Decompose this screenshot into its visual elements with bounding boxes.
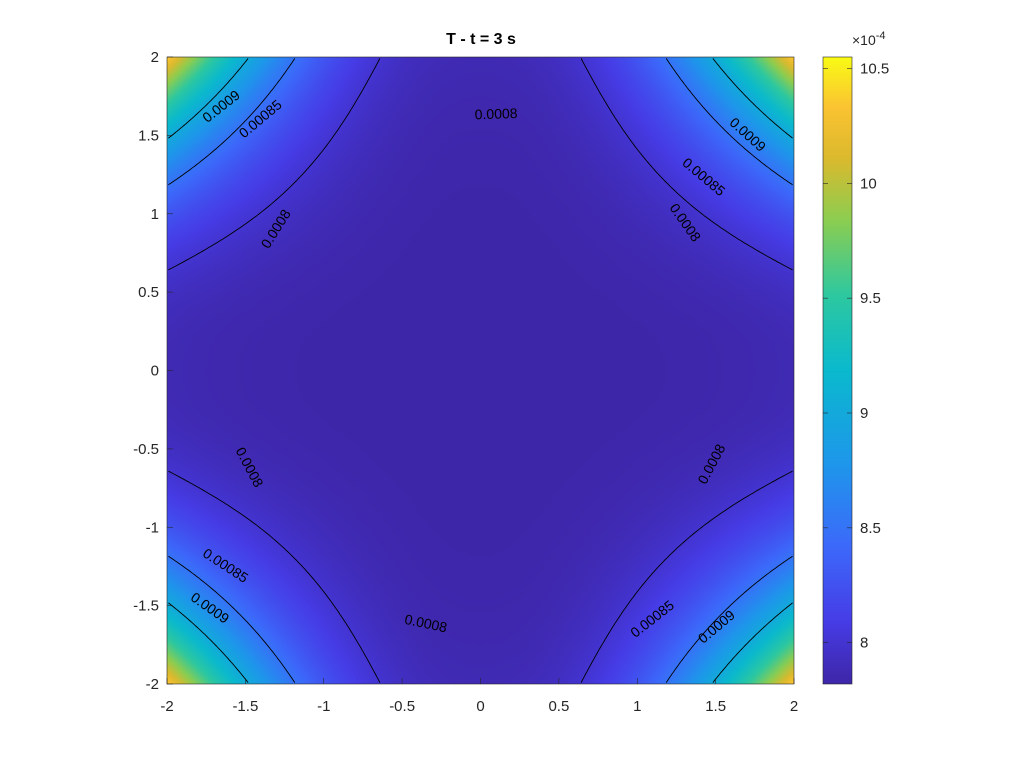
x-axis: -2 -1.5 -1 -0.5 0 0.5 1 1.5 2	[160, 678, 798, 715]
colorbar-tick-label: 10	[860, 175, 877, 192]
colorbar-tick-label: 8.5	[860, 520, 881, 537]
y-tick-label: 1	[151, 206, 159, 223]
y-axis: 2 1.5 1 0.5 0 -0.5 -1 -1.5 -2	[133, 49, 173, 693]
contour-line-0.0008	[168, 58, 793, 683]
colorbar-exponent-base: ×10	[852, 32, 876, 48]
x-tick-label: 0	[476, 698, 484, 715]
x-tick-label: -2	[160, 698, 173, 715]
colorbar-ticks: 8 8.5 9 9.5 10 10.5	[823, 60, 889, 652]
x-tick-label: 0.5	[548, 698, 569, 715]
x-tick-label: -1	[317, 698, 330, 715]
chart-title: T - t = 3 s	[446, 31, 516, 48]
x-tick-label: 2	[790, 698, 798, 715]
y-tick-label: 1.5	[138, 127, 159, 144]
contour-label: 0.0008	[474, 105, 518, 122]
heatmap-surface	[167, 57, 794, 684]
x-tick-label: 1.5	[705, 698, 726, 715]
y-tick-label: -1.5	[133, 598, 159, 615]
colorbar-gradient	[822, 56, 853, 685]
x-tick-label: 1	[633, 698, 641, 715]
colorbar-exponent: ×10-4	[852, 30, 886, 48]
contour-lines	[168, 58, 793, 683]
y-tick-label: 2	[151, 49, 159, 66]
colorbar-tick-label: 9.5	[860, 290, 881, 307]
colorbar: 8 8.5 9 9.5 10 10.5 ×10-4	[822, 30, 889, 685]
contour-line-0.00085	[168, 58, 793, 683]
y-tick-label: -2	[146, 676, 159, 693]
y-tick-label: -0.5	[133, 441, 159, 458]
y-tick-label: 0.5	[138, 284, 159, 301]
colorbar-tick-label: 9	[860, 405, 868, 422]
contour-line-0.0009	[168, 58, 793, 683]
colorbar-tick-label: 10.5	[860, 60, 889, 77]
x-tick-label: -1.5	[232, 698, 258, 715]
x-tick-label: -0.5	[389, 698, 415, 715]
colorbar-exponent-power: -4	[876, 30, 886, 42]
colorbar-tick-label: 8	[860, 635, 868, 652]
y-tick-label: 0	[151, 363, 159, 380]
y-tick-label: -1	[146, 519, 159, 536]
